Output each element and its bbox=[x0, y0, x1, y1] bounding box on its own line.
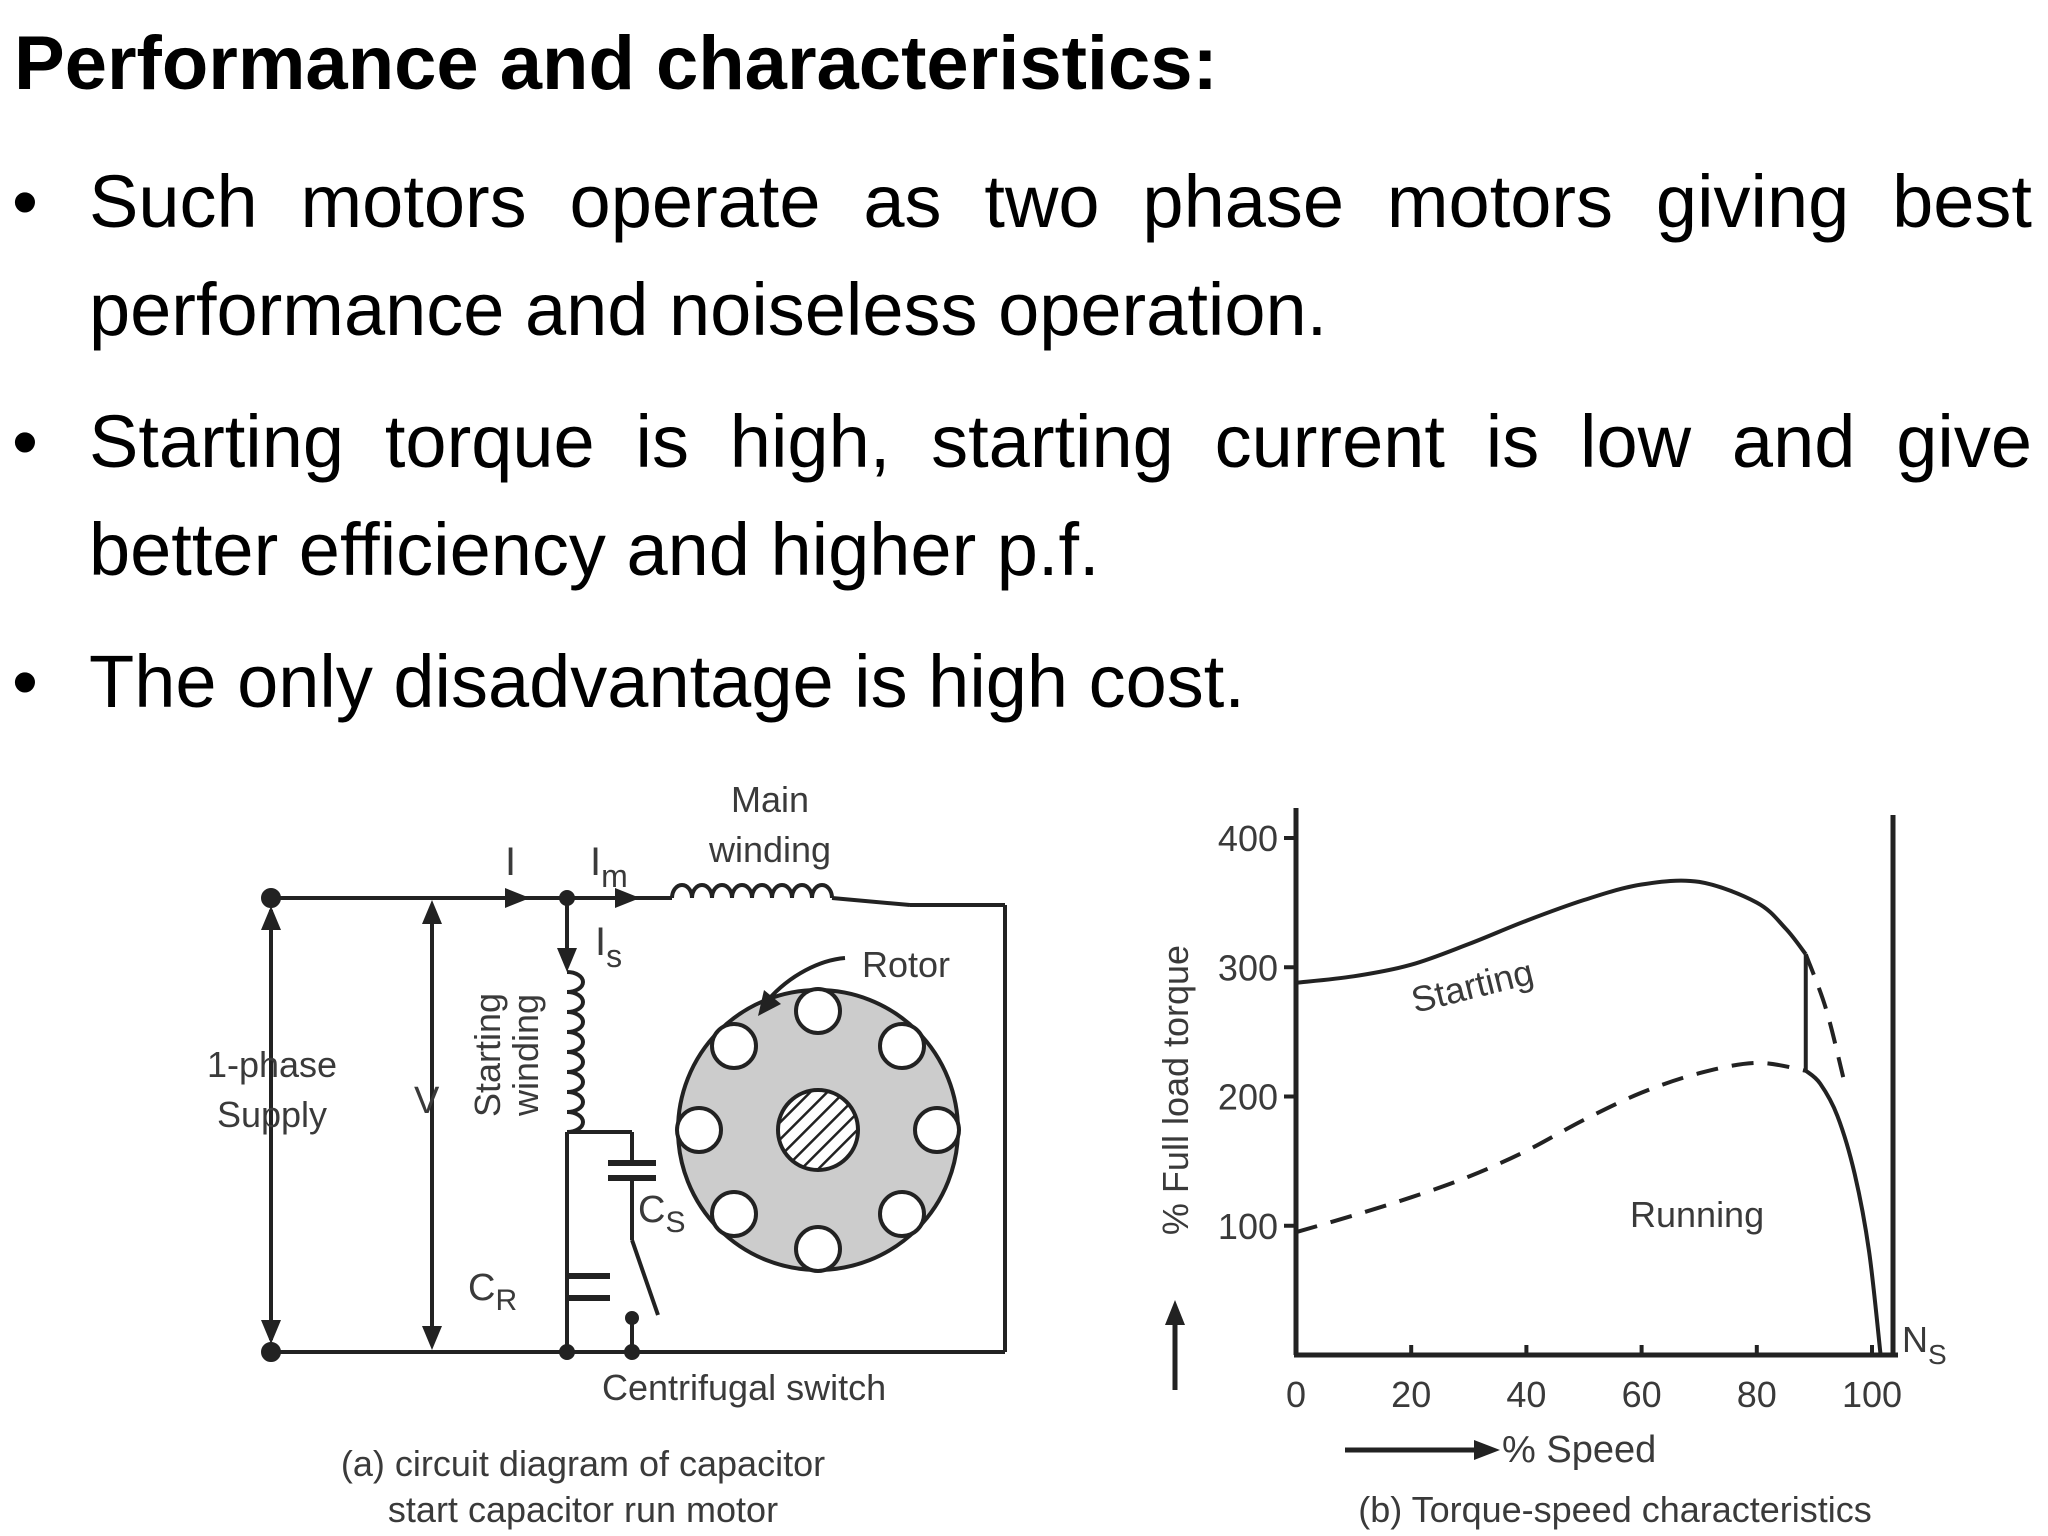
voltage-arrow-up-icon bbox=[422, 900, 442, 924]
main-current-label: Im bbox=[590, 840, 628, 894]
rotor-slot bbox=[794, 987, 842, 1035]
circuit-labels: Main winding I Im Is Rotor 1-phase Suppl… bbox=[207, 779, 950, 1530]
node-switch bbox=[624, 1344, 640, 1360]
bullet-item: • Such motors operate as two phase motors… bbox=[12, 148, 2032, 364]
y-tick-label: 400 bbox=[1218, 818, 1278, 859]
rotor-shaft bbox=[776, 1088, 860, 1172]
switch-label: Centrifugal switch bbox=[602, 1367, 886, 1408]
cr-label: CR bbox=[468, 1267, 517, 1317]
circuit-caption: (a) circuit diagram of capacitor bbox=[341, 1443, 825, 1484]
cs-label: CS bbox=[638, 1189, 685, 1239]
main-winding-coil bbox=[670, 883, 834, 899]
supply-arrow-down-icon bbox=[261, 1320, 281, 1344]
current-label: I bbox=[505, 840, 516, 884]
supply-label: Supply bbox=[217, 1094, 327, 1135]
series-line-starting-2 bbox=[1803, 953, 1846, 1078]
voltage-arrow-down-icon bbox=[422, 1326, 442, 1350]
bullet-item: • The only disadvantage is high cost. bbox=[12, 628, 2032, 736]
slide-heading: Performance and characteristics: bbox=[14, 21, 1218, 106]
starting-current-arrow-icon bbox=[557, 948, 577, 972]
y-tick-label: 300 bbox=[1218, 947, 1278, 988]
x-tick-label: 100 bbox=[1842, 1374, 1902, 1415]
supply-arrow-up-icon bbox=[261, 906, 281, 930]
x-axis-label: % Speed bbox=[1502, 1429, 1656, 1471]
main-current-arrow-icon bbox=[615, 888, 640, 908]
x-ticks: 0 20 40 60 80 100 bbox=[1286, 1345, 1902, 1415]
x-tick-label: 0 bbox=[1286, 1374, 1306, 1415]
bullet-text: The only disadvantage is high cost. bbox=[89, 640, 1245, 723]
x-tick-label: 20 bbox=[1391, 1374, 1431, 1415]
switch-blade bbox=[630, 1239, 660, 1316]
series-line-running-3 bbox=[1804, 1069, 1883, 1356]
rotation-arrow bbox=[766, 956, 846, 1002]
supply-terminal-top bbox=[261, 888, 281, 908]
rotor-label: Rotor bbox=[862, 944, 950, 985]
rotor-slot bbox=[878, 1022, 926, 1070]
starting-winding-coil bbox=[566, 970, 585, 1134]
x-tick-label: 60 bbox=[1622, 1374, 1662, 1415]
chart-caption: (b) Torque-speed characteristics bbox=[1358, 1489, 1872, 1530]
series-label-running: Running bbox=[1630, 1194, 1764, 1235]
y-axis-label: % Full load torque bbox=[1155, 945, 1196, 1235]
bullet-text: Starting torque is high, starting curren… bbox=[89, 400, 2032, 591]
circuit-diagram bbox=[261, 883, 1007, 1362]
voltage-label: V bbox=[414, 1080, 440, 1122]
y-tick-label: 200 bbox=[1218, 1077, 1278, 1118]
bullet-item: • Starting torque is high, starting curre… bbox=[12, 388, 2032, 604]
main-winding-lead bbox=[831, 896, 911, 907]
current-arrow-icon bbox=[505, 888, 530, 908]
y-axis-label-arrow-icon bbox=[1165, 1300, 1185, 1325]
rotation-arrowhead-icon bbox=[758, 990, 781, 1016]
circuit-caption: start capacitor run motor bbox=[388, 1489, 778, 1530]
main-winding-label: winding bbox=[708, 829, 831, 870]
x-tick-label: 40 bbox=[1506, 1374, 1546, 1415]
rotor-slot bbox=[878, 1190, 926, 1238]
rotor-slot bbox=[794, 1225, 842, 1273]
starting-current-label: Is bbox=[595, 920, 622, 974]
starting-winding-label: Starting bbox=[467, 993, 508, 1117]
rotor-slot bbox=[710, 1022, 758, 1070]
starting-winding-label: winding bbox=[505, 994, 546, 1117]
x-tick-label: 80 bbox=[1737, 1374, 1777, 1415]
x-axis-label-arrow-icon bbox=[1474, 1440, 1500, 1460]
supply-terminal-bottom bbox=[261, 1342, 281, 1362]
bullet-text: Such motors operate as two phase motors … bbox=[89, 160, 2032, 351]
rotor-slot bbox=[913, 1106, 961, 1154]
series-line-running-1 bbox=[1295, 1060, 1807, 1235]
series-line-starting-0 bbox=[1295, 878, 1808, 985]
rotor-slot bbox=[675, 1106, 723, 1154]
bullet-list: • Such motors operate as two phase motors… bbox=[0, 148, 2048, 736]
rotor-slot bbox=[710, 1190, 758, 1238]
bullet-icon: • bbox=[12, 640, 38, 723]
node-cr bbox=[559, 1344, 575, 1360]
sync-speed-label: NS bbox=[1902, 1319, 1947, 1370]
y-tick-label: 100 bbox=[1218, 1206, 1278, 1247]
bullet-icon: • bbox=[12, 400, 38, 483]
main-winding-label: Main bbox=[731, 779, 809, 820]
chart-series bbox=[1295, 878, 1883, 1356]
y-ticks: 100 200 300 400 bbox=[1218, 818, 1296, 1247]
supply-label: 1-phase bbox=[207, 1044, 337, 1085]
bullet-icon: • bbox=[12, 160, 38, 243]
